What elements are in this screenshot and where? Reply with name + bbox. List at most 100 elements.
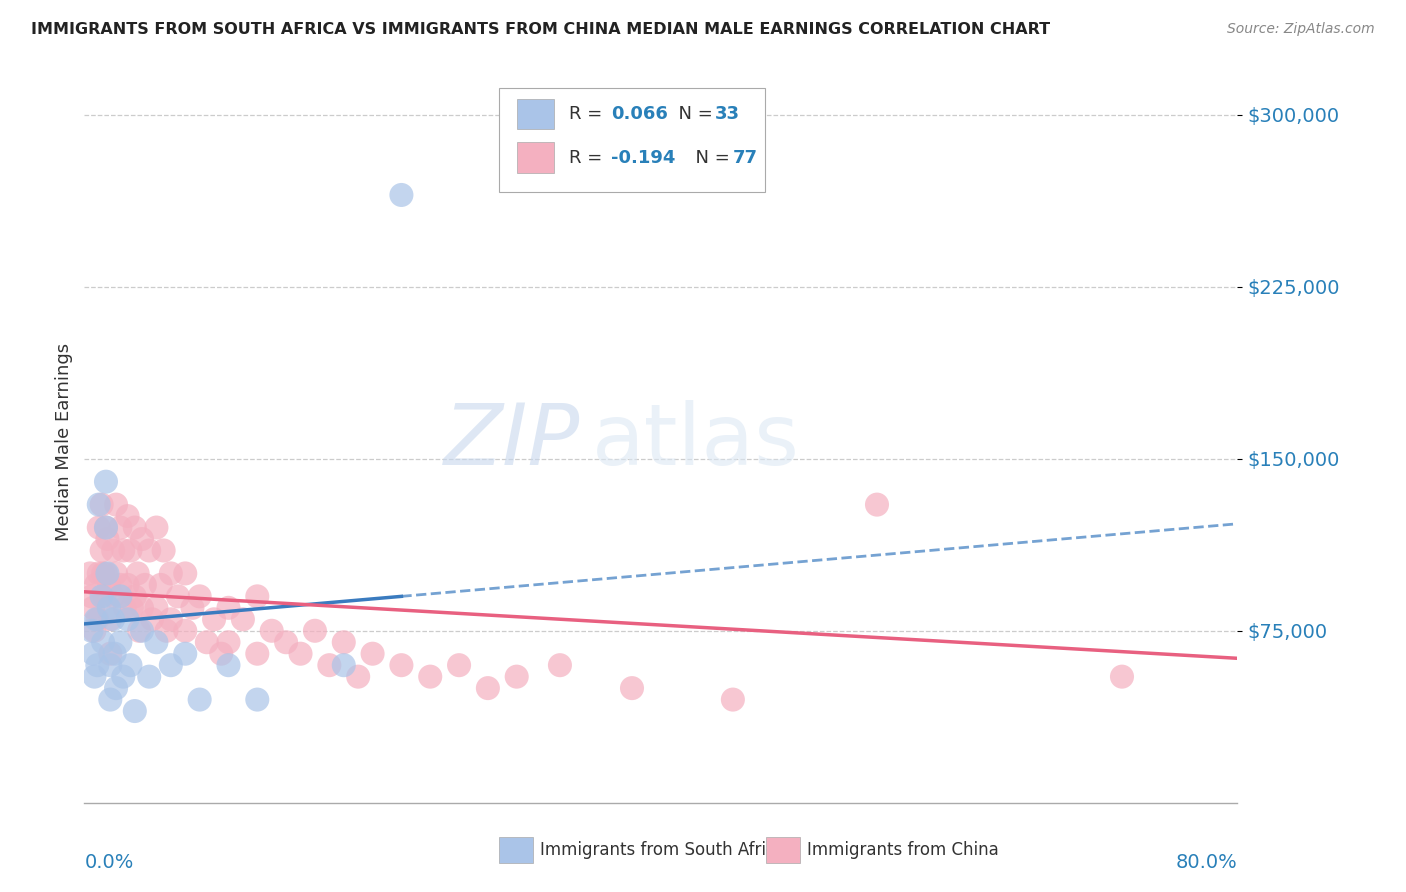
Point	[449, 658, 471, 673]
Point	[98, 658, 121, 673]
Point	[84, 612, 107, 626]
Point	[246, 590, 269, 604]
Point	[94, 520, 117, 534]
Text: ZIP: ZIP	[444, 400, 581, 483]
Point	[97, 578, 120, 592]
Point	[105, 681, 128, 695]
Point	[105, 498, 128, 512]
Point	[202, 612, 225, 626]
Point	[290, 647, 312, 661]
Point	[621, 681, 644, 695]
Point	[347, 670, 370, 684]
Point	[167, 590, 190, 604]
Point	[117, 578, 139, 592]
Point	[145, 520, 167, 534]
Point	[548, 658, 571, 673]
Point	[103, 612, 124, 626]
FancyBboxPatch shape	[499, 87, 765, 193]
Point	[98, 692, 121, 706]
Point	[391, 658, 413, 673]
Point	[91, 566, 114, 581]
Point	[83, 670, 105, 684]
Point	[80, 624, 103, 638]
Point	[114, 600, 136, 615]
FancyBboxPatch shape	[517, 143, 554, 173]
Point	[209, 647, 232, 661]
Point	[80, 590, 103, 604]
Text: Immigrants from China: Immigrants from China	[807, 841, 998, 859]
Point	[112, 670, 135, 684]
Point	[128, 624, 150, 638]
Point	[86, 658, 108, 673]
Point	[333, 658, 356, 673]
Point	[276, 635, 298, 649]
Point	[174, 624, 197, 638]
Text: IMMIGRANTS FROM SOUTH AFRICA VS IMMIGRANTS FROM CHINA MEDIAN MALE EARNINGS CORRE: IMMIGRANTS FROM SOUTH AFRICA VS IMMIGRAN…	[31, 22, 1050, 37]
Point	[87, 520, 110, 534]
Point	[419, 670, 441, 684]
Point	[152, 543, 174, 558]
Point	[391, 188, 413, 202]
Point	[96, 566, 118, 581]
Text: 77: 77	[733, 149, 758, 167]
Point	[138, 543, 160, 558]
Point	[110, 635, 132, 649]
Point	[94, 520, 117, 534]
Point	[246, 692, 269, 706]
Point	[96, 532, 118, 546]
Point	[155, 624, 177, 638]
Point	[98, 612, 121, 626]
Point	[110, 578, 132, 592]
Point	[124, 520, 146, 534]
Point	[188, 692, 211, 706]
Text: atlas: atlas	[592, 400, 800, 483]
Text: 80.0%: 80.0%	[1175, 854, 1237, 872]
Point	[94, 475, 117, 489]
Text: 33: 33	[716, 105, 740, 123]
Point	[1111, 670, 1133, 684]
Point	[304, 624, 326, 638]
Point	[86, 612, 108, 626]
Text: N =: N =	[666, 105, 718, 123]
Point	[94, 566, 117, 581]
Point	[84, 578, 107, 592]
Point	[145, 600, 167, 615]
Point	[246, 647, 269, 661]
Point	[79, 566, 101, 581]
Y-axis label: Median Male Earnings: Median Male Earnings	[55, 343, 73, 541]
Point	[91, 635, 114, 649]
Point	[506, 670, 529, 684]
Point	[121, 600, 143, 615]
Point	[103, 590, 124, 604]
Point	[318, 658, 340, 673]
Point	[110, 520, 132, 534]
Point	[83, 624, 105, 638]
Point	[110, 590, 132, 604]
Point	[721, 692, 744, 706]
Point	[97, 600, 120, 615]
Point	[117, 612, 139, 626]
Point	[232, 612, 254, 626]
Point	[138, 670, 160, 684]
Point	[120, 543, 142, 558]
Text: R =: R =	[568, 149, 607, 167]
Text: N =: N =	[683, 149, 735, 167]
Point	[112, 543, 135, 558]
Text: Source: ZipAtlas.com: Source: ZipAtlas.com	[1227, 22, 1375, 37]
Point	[260, 624, 283, 638]
Point	[195, 635, 218, 649]
Point	[127, 566, 149, 581]
Point	[90, 498, 112, 512]
Point	[218, 658, 240, 673]
Point	[131, 624, 153, 638]
Point	[218, 635, 240, 649]
Point	[141, 612, 163, 626]
Point	[174, 647, 197, 661]
Point	[98, 647, 121, 661]
Text: 0.0%: 0.0%	[84, 854, 134, 872]
Point	[82, 647, 104, 661]
Text: -0.194: -0.194	[612, 149, 676, 167]
Point	[361, 647, 384, 661]
Point	[160, 612, 183, 626]
Point	[160, 658, 183, 673]
